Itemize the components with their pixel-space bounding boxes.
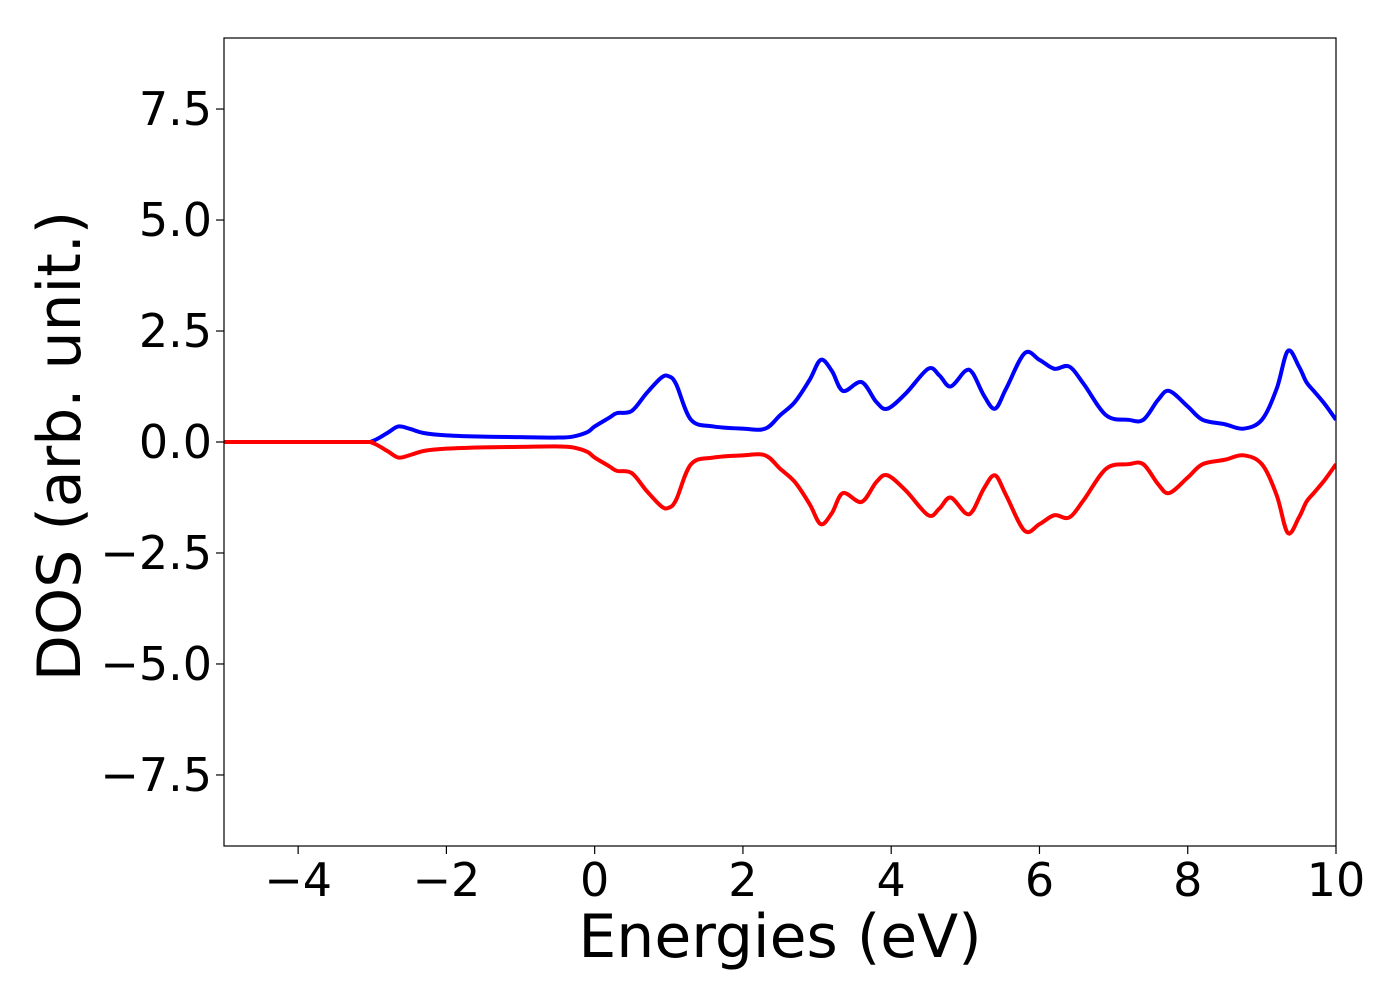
y-tick-label: 0.0 bbox=[139, 415, 212, 469]
y-tick-label: 2.5 bbox=[139, 304, 212, 358]
y-tick-label: 7.5 bbox=[139, 82, 212, 136]
y-tick-label: −5.0 bbox=[100, 637, 212, 691]
x-tick-label: −4 bbox=[264, 853, 332, 907]
x-axis-title: Energies (eV) bbox=[578, 902, 981, 972]
x-tick-label: 4 bbox=[877, 853, 906, 907]
series-line-1 bbox=[224, 348, 1336, 445]
x-tick-label: 8 bbox=[1173, 853, 1202, 907]
series-layer bbox=[224, 348, 1336, 536]
x-tick-label: 10 bbox=[1307, 853, 1366, 907]
x-tick-label: 2 bbox=[728, 853, 757, 907]
series-line-2 bbox=[224, 439, 1336, 536]
y-axis-title: DOS (arb. unit.) bbox=[25, 211, 95, 681]
x-tick-label: 6 bbox=[1025, 853, 1054, 907]
y-tick-label: −7.5 bbox=[100, 748, 212, 802]
y-tick-label: 5.0 bbox=[139, 193, 212, 247]
x-axis: −4 −2 0 2 4 6 8 10 bbox=[264, 846, 1365, 907]
y-axis: 7.5 5.0 2.5 0.0 −2.5 −5.0 −7.5 bbox=[100, 82, 224, 802]
plot-frame bbox=[223, 37, 1337, 847]
x-tick-label: −2 bbox=[412, 853, 480, 907]
y-tick-label: −2.5 bbox=[100, 526, 212, 580]
x-tick-label: 0 bbox=[580, 853, 609, 907]
